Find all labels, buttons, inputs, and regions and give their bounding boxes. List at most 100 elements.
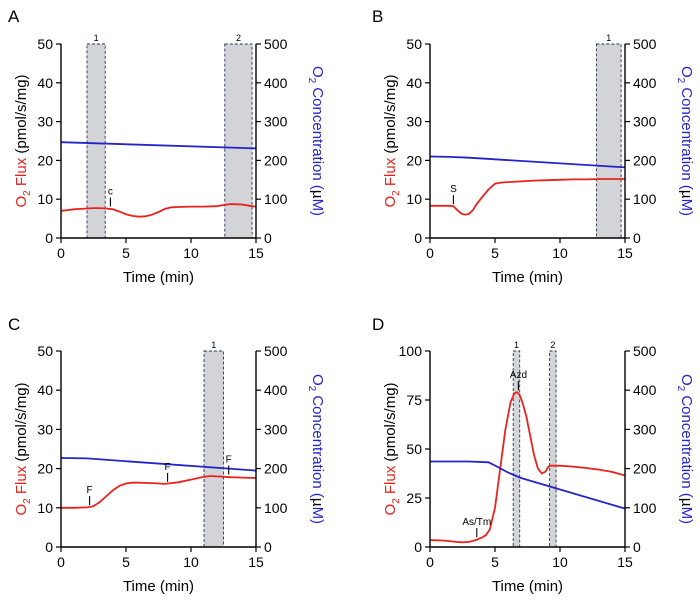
annotation-label: F: [226, 454, 232, 465]
x-axis-title: Time (min): [492, 578, 563, 595]
x-tick-label: 15: [248, 554, 264, 570]
left-y-tick-label: 0: [414, 230, 422, 246]
left-y-tick-label: 0: [414, 539, 422, 555]
left-y-tick-label: 40: [37, 382, 53, 398]
left-y-tick-label: 50: [37, 343, 53, 359]
right-y-tick-label: 400: [264, 382, 288, 398]
right-y-axis-title: O2 Concentration (µM): [675, 374, 695, 524]
left-y-tick-label: 0: [45, 539, 53, 555]
left-y-tick-label: 20: [406, 152, 422, 168]
panel-letter: A: [8, 7, 20, 26]
left-y-tick-label: 40: [406, 75, 422, 91]
x-tick-label: 15: [617, 554, 633, 570]
right-y-tick-label: 400: [633, 75, 657, 91]
shaded-region-label: 2: [236, 33, 241, 43]
shaded-region-label: 1: [514, 340, 519, 350]
left-y-tick-label: 25: [406, 490, 422, 506]
x-tick-label: 10: [183, 245, 199, 261]
annotation-label: F: [87, 485, 93, 496]
o2-flux-line: [429, 391, 626, 544]
o2-concentration-line: [60, 141, 257, 150]
left-y-tick-label: 20: [37, 152, 53, 168]
x-tick-label: 0: [426, 245, 434, 261]
annotation-label: As/Tm: [462, 517, 491, 528]
shaded-region-label: 2: [550, 340, 555, 350]
x-tick-label: 5: [122, 554, 130, 570]
left-y-axis-title: O2 Flux (pmol/s/mg): [382, 74, 402, 207]
x-axis-title: Time (min): [123, 578, 194, 595]
o2-concentration-line: [430, 460, 626, 510]
left-y-tick-label: 100: [399, 343, 423, 359]
right-y-tick-label: 0: [264, 230, 272, 246]
right-y-tick-label: 100: [633, 500, 657, 516]
annotation-label: c: [108, 187, 113, 198]
o2-concentration-line: [429, 155, 626, 169]
x-axis-title: Time (min): [123, 269, 194, 286]
right-y-tick-label: 100: [264, 191, 288, 207]
panel-a: A1 2c0 5 10 15010203040500100200300400500Tim…: [8, 7, 326, 286]
left-y-tick-label: 10: [37, 500, 53, 516]
left-y-axis-title: O2 Flux (pmol/s/mg): [13, 382, 33, 515]
right-y-tick-label: 200: [633, 461, 657, 477]
right-y-tick-label: 200: [633, 152, 657, 168]
x-tick-label: 10: [552, 245, 568, 261]
left-y-tick-label: 20: [37, 461, 53, 477]
right-y-tick-label: 400: [264, 75, 288, 91]
right-y-axis-title: O2 Concentration (µM): [675, 66, 695, 216]
right-y-tick-label: 300: [633, 421, 657, 437]
right-y-tick-label: 100: [264, 500, 288, 516]
left-y-tick-label: 40: [37, 75, 53, 91]
right-y-tick-label: 400: [633, 382, 657, 398]
shaded-region-label: 1: [211, 340, 216, 350]
left-y-tick-label: 50: [406, 441, 422, 457]
shaded-region-1: [203, 350, 224, 548]
o2-flux-line: [61, 475, 257, 509]
left-y-axis-title: O2 Flux (pmol/s/mg): [382, 382, 402, 515]
left-y-tick-label: 10: [406, 191, 422, 207]
left-y-tick-label: 0: [45, 230, 53, 246]
x-tick-label: 0: [57, 245, 65, 261]
right-y-tick-label: 0: [264, 539, 272, 555]
left-y-tick-label: 30: [37, 114, 53, 130]
o2-flux-line: [430, 178, 625, 216]
left-y-tick-label: 50: [406, 36, 422, 52]
right-y-tick-label: 0: [633, 230, 641, 246]
right-y-axis-title: O2 Concentration (µM): [306, 66, 326, 216]
left-y-axis-title: O2 Flux (pmol/s/mg): [13, 74, 33, 207]
panel-letter: B: [372, 7, 383, 26]
shaded-region-2: [224, 43, 253, 239]
right-y-tick-label: 500: [633, 343, 657, 359]
right-y-tick-label: 200: [264, 152, 288, 168]
left-y-tick-label: 10: [37, 191, 53, 207]
x-tick-label: 5: [491, 554, 499, 570]
right-y-tick-label: 0: [633, 539, 641, 555]
right-y-tick-label: 100: [633, 191, 657, 207]
left-y-tick-label: 50: [37, 36, 53, 52]
left-y-tick-label: 30: [406, 114, 422, 130]
right-y-axis-title: O2 Concentration (µM): [306, 374, 326, 524]
x-tick-label: 10: [183, 554, 199, 570]
right-y-tick-label: 500: [633, 36, 657, 52]
right-y-tick-label: 500: [264, 343, 288, 359]
panel-letter: D: [372, 315, 384, 334]
x-axis-title: Time (min): [492, 269, 563, 286]
x-tick-label: 5: [491, 245, 499, 261]
shaded-region-2: [549, 350, 557, 548]
shaded-region-label: 1: [606, 33, 611, 43]
x-tick-label: 0: [57, 554, 65, 570]
annotation-label: Azd: [510, 370, 527, 381]
right-y-tick-label: 300: [264, 421, 288, 437]
annotation-label: S: [450, 184, 457, 195]
panel-letter: C: [8, 315, 20, 334]
x-tick-label: 15: [617, 245, 633, 261]
annotation-label: F: [165, 462, 171, 473]
o2-flux-line: [60, 203, 257, 218]
left-y-tick-label: 75: [406, 392, 422, 408]
x-tick-label: 15: [248, 245, 264, 261]
right-y-tick-label: 300: [264, 114, 288, 130]
left-y-tick-label: 30: [37, 421, 53, 437]
right-y-tick-label: 500: [264, 36, 288, 52]
